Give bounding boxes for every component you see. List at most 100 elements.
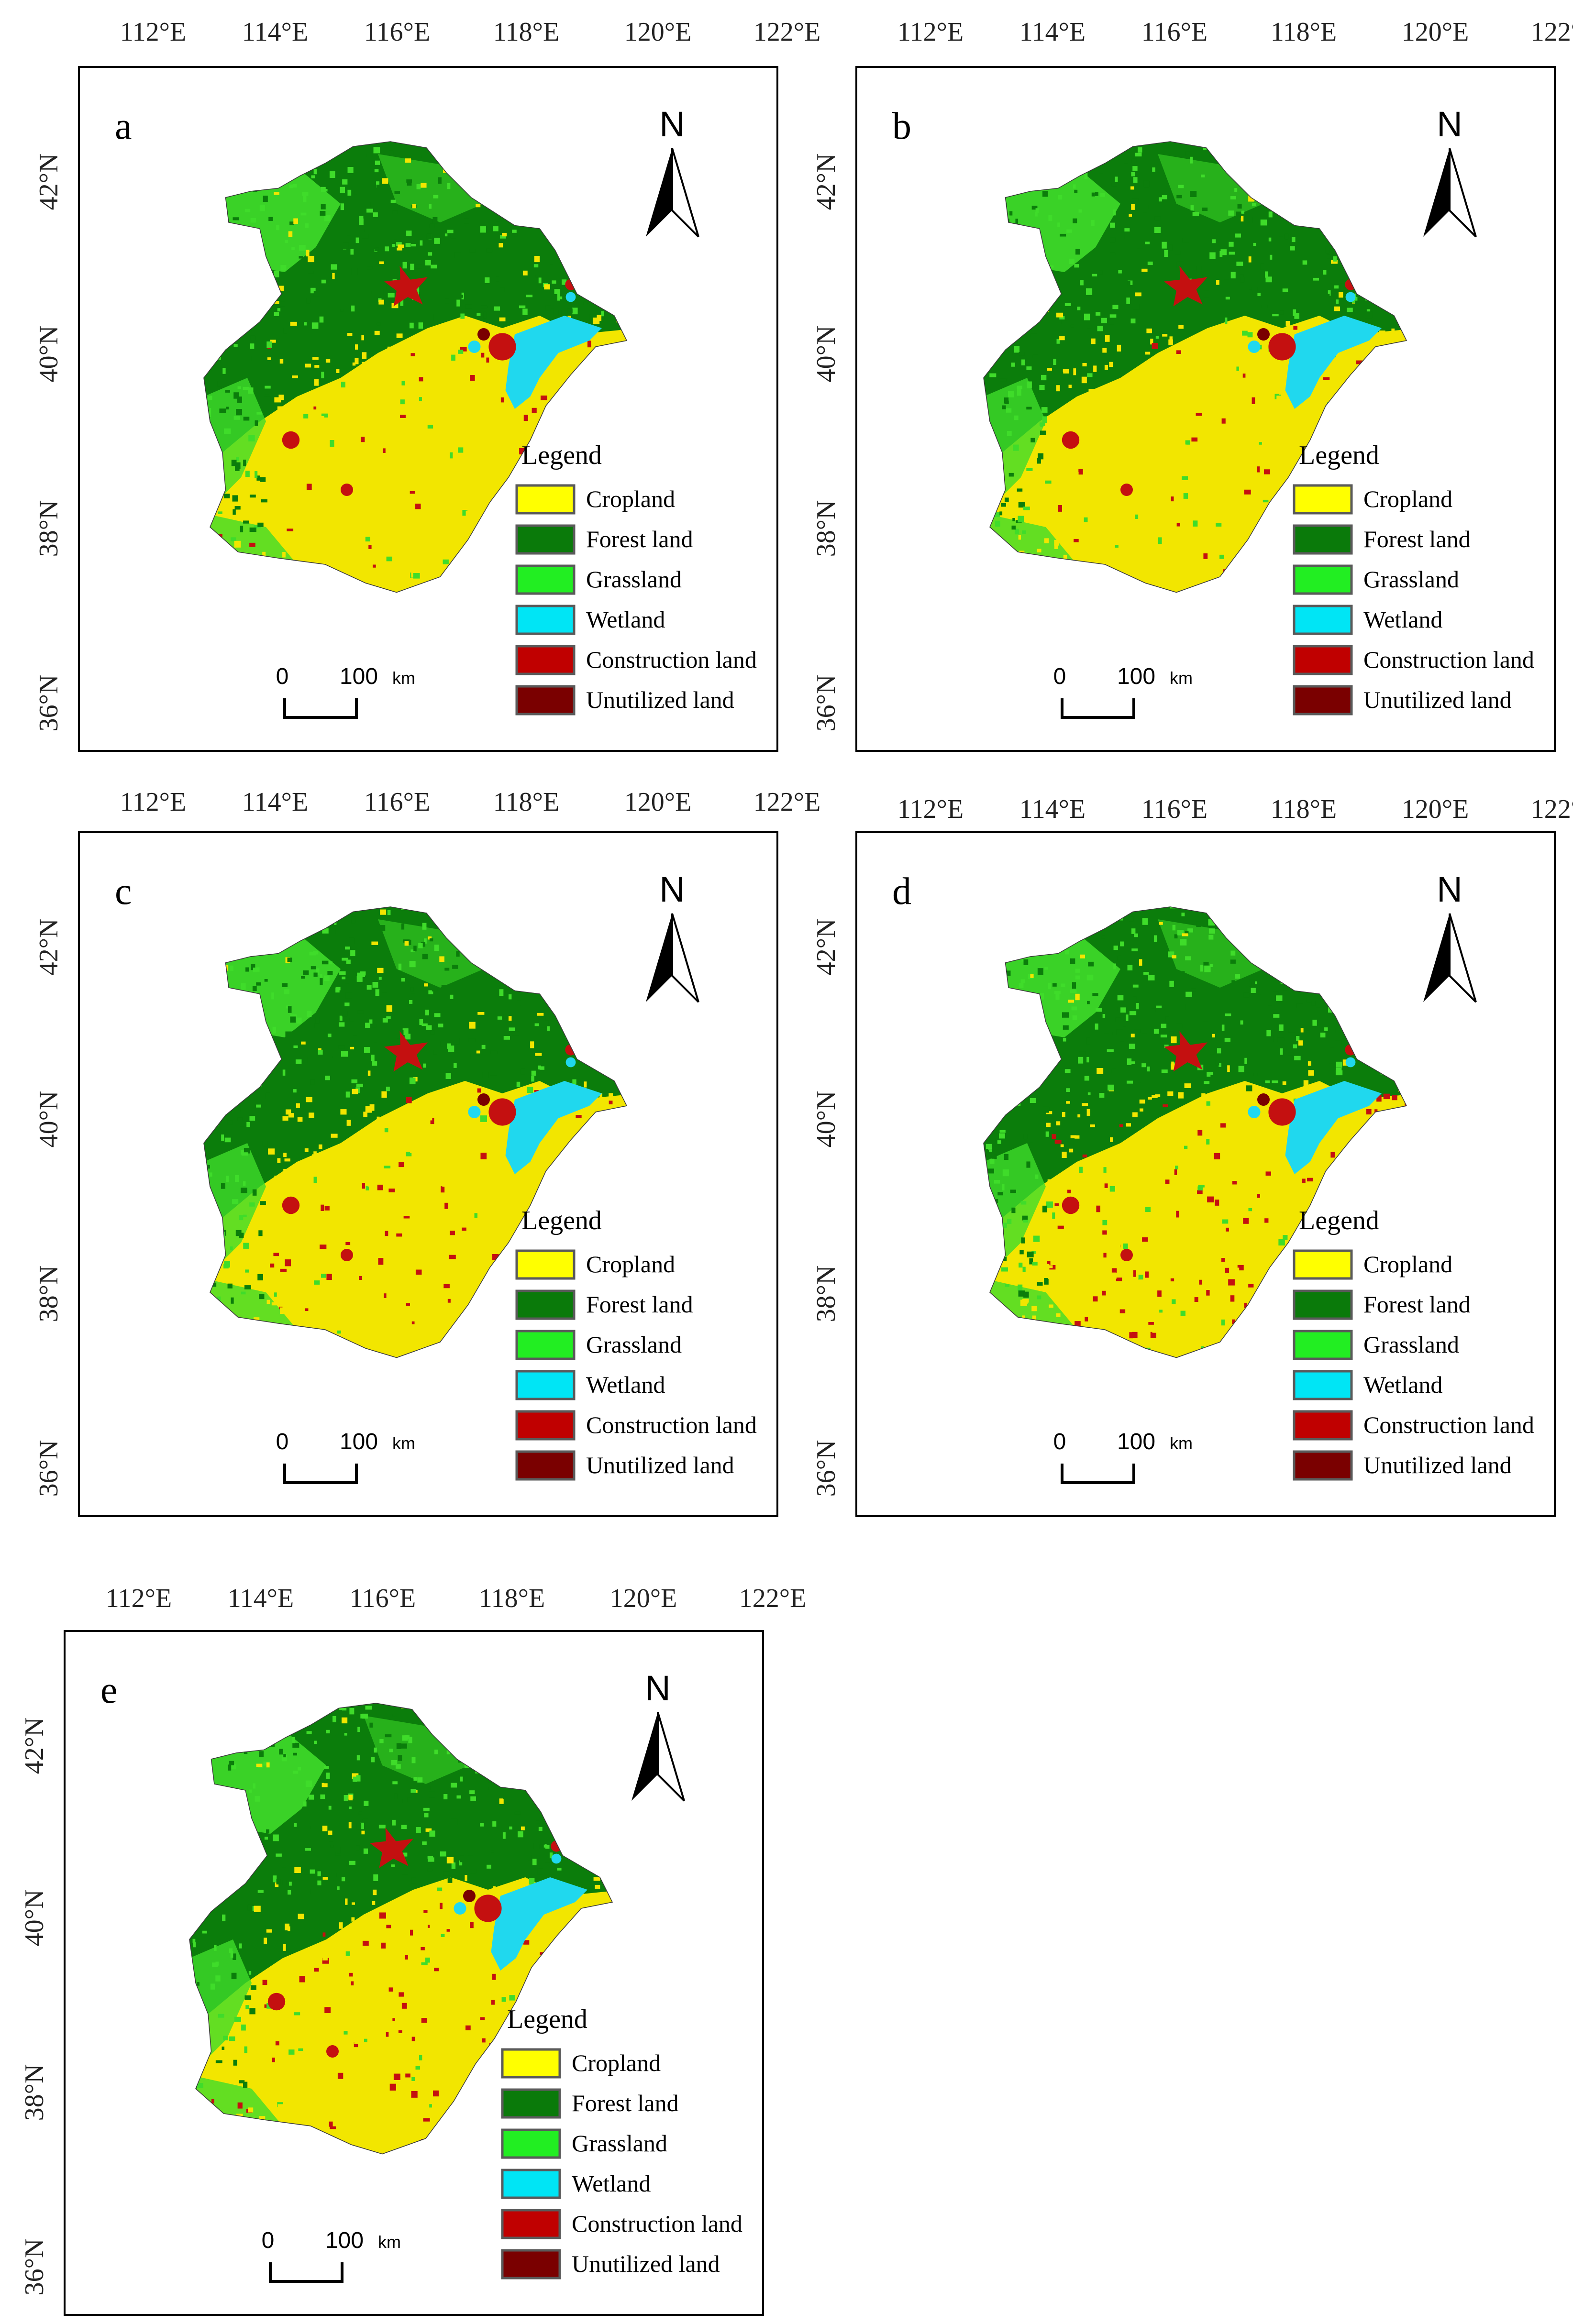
land-pixel xyxy=(304,322,307,326)
land-pixel xyxy=(264,979,268,982)
land-pixel xyxy=(395,1864,400,1869)
land-pixel xyxy=(1270,1097,1276,1104)
land-pixel xyxy=(328,1806,332,1810)
land-pixel xyxy=(1026,1161,1030,1168)
land-pixel xyxy=(1282,439,1285,443)
north-arrow-light-half xyxy=(1449,148,1477,238)
land-pixel xyxy=(1215,1200,1219,1206)
land-pixel xyxy=(332,273,335,279)
land-pixel xyxy=(234,540,241,548)
land-pixel xyxy=(401,1288,409,1294)
land-pixel xyxy=(433,1234,439,1237)
north-arrow: N xyxy=(631,1668,685,1802)
land-pixel xyxy=(508,1016,512,1021)
land-pixel xyxy=(1110,462,1117,467)
land-pixel xyxy=(505,989,511,993)
legend-label: Wetland xyxy=(1363,606,1442,633)
land-pixel xyxy=(1111,183,1117,187)
land-pixel xyxy=(1113,209,1116,216)
land-pixel xyxy=(604,312,607,319)
land-pixel xyxy=(428,252,432,256)
land-pixel xyxy=(1327,254,1334,259)
land-pixel xyxy=(1252,441,1257,444)
land-pixel xyxy=(1118,270,1122,274)
legend-title: Legend xyxy=(521,441,602,470)
land-pixel xyxy=(1174,1169,1177,1175)
land-pixel xyxy=(1014,346,1020,353)
land-pixel xyxy=(1145,1271,1149,1278)
land-pixel xyxy=(352,1089,358,1094)
land-pixel xyxy=(312,357,319,360)
land-pixel xyxy=(1086,1109,1090,1116)
land-pixel xyxy=(1052,1252,1057,1257)
land-pixel xyxy=(1172,1299,1176,1304)
land-pixel xyxy=(218,358,221,363)
land-pixel xyxy=(1065,544,1070,548)
land-pixel xyxy=(333,2056,340,2060)
land-pixel xyxy=(495,215,500,222)
land-pixel xyxy=(1114,1007,1118,1011)
legend-label: Wetland xyxy=(586,1371,665,1398)
land-pixel xyxy=(1075,472,1079,479)
land-pixel xyxy=(447,183,451,189)
land-pixel xyxy=(395,1913,399,1920)
land-pixel xyxy=(1269,254,1273,260)
land-pixel xyxy=(438,177,442,184)
land-pixel xyxy=(1236,261,1243,266)
land-pixel xyxy=(1070,958,1075,964)
land-pixel xyxy=(319,1158,325,1163)
land-pixel xyxy=(389,1749,393,1752)
land-pixel xyxy=(1206,1161,1209,1167)
land-pixel xyxy=(1221,1024,1225,1031)
land-pixel xyxy=(537,1013,544,1016)
land-pixel xyxy=(482,1072,489,1078)
land-pixel xyxy=(445,1073,451,1079)
legend-label: Cropland xyxy=(586,485,675,512)
land-pixel xyxy=(499,317,506,321)
land-pixel xyxy=(562,279,567,285)
land-pixel xyxy=(337,2072,343,2079)
longitude-label: 114°E xyxy=(1019,17,1086,47)
land-pixel xyxy=(302,1801,307,1807)
land-pixel xyxy=(461,1941,466,1947)
panel-letter: e xyxy=(100,1669,118,1711)
latitude-label: 38°N xyxy=(811,500,841,557)
land-pixel xyxy=(511,1176,516,1182)
land-pixel xyxy=(1093,365,1097,372)
land-pixel xyxy=(354,358,359,364)
land-pixel xyxy=(407,1797,412,1802)
land-pixel xyxy=(305,250,310,257)
land-pixel xyxy=(1166,462,1173,466)
land-pixel xyxy=(490,1072,497,1076)
land-pixel xyxy=(1078,469,1083,475)
land-pixel xyxy=(535,1053,542,1056)
land-pixel xyxy=(317,1790,323,1794)
land-pixel xyxy=(373,1874,378,1882)
land-pixel xyxy=(1163,1104,1168,1108)
land-pixel xyxy=(453,1196,457,1201)
land-pixel xyxy=(602,1099,609,1103)
scale-start-label: 0 xyxy=(1053,1429,1066,1454)
land-pixel xyxy=(493,1886,496,1892)
land-pixel xyxy=(273,481,276,484)
land-pixel xyxy=(1062,1151,1067,1158)
legend-swatch xyxy=(515,1450,576,1481)
latitude-label: 40°N xyxy=(20,1890,49,1947)
scale-bar: 0 100 km xyxy=(1053,664,1193,719)
land-pixel xyxy=(1225,1267,1230,1273)
land-pixel xyxy=(333,2120,339,2126)
land-pixel xyxy=(1022,1215,1028,1221)
land-pixel xyxy=(465,1933,469,1939)
land-pixel xyxy=(1235,974,1241,979)
land-pixel xyxy=(264,396,271,402)
land-pixel xyxy=(1092,440,1098,446)
construction-area xyxy=(1164,266,1207,307)
land-pixel xyxy=(296,1103,300,1108)
land-pixel xyxy=(282,1116,288,1121)
land-pixel xyxy=(1109,362,1113,367)
legend-label: Grassland xyxy=(1363,1331,1459,1358)
land-pixel xyxy=(312,542,317,546)
latitude-label: 36°N xyxy=(34,675,64,732)
land-pixel xyxy=(491,1850,494,1853)
land-pixel xyxy=(1004,1154,1008,1160)
